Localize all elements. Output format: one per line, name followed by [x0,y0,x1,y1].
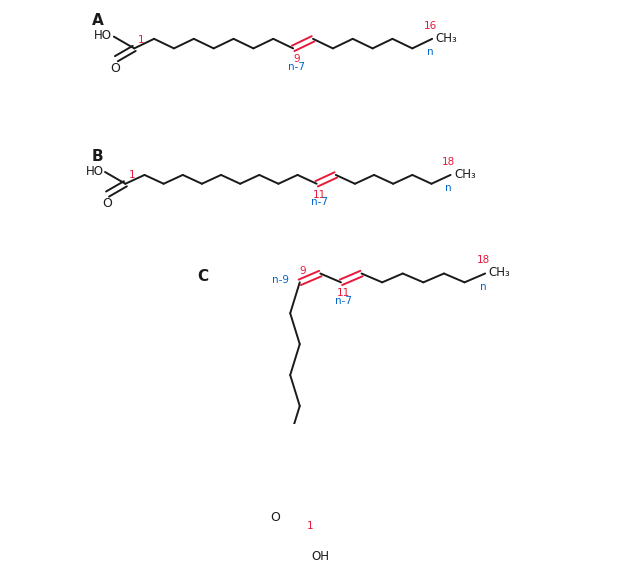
Text: CH₃: CH₃ [436,31,458,45]
Text: B: B [91,149,103,164]
Text: n: n [445,183,452,193]
Text: 11: 11 [337,288,350,298]
Text: 18: 18 [476,256,490,265]
Text: 16: 16 [423,21,436,31]
Text: n-7: n-7 [311,197,328,207]
Text: A: A [91,13,103,28]
Text: HO: HO [86,165,103,178]
Text: O: O [111,62,121,74]
Text: HO: HO [95,29,113,42]
Text: n: n [480,281,486,292]
Text: 11: 11 [313,190,326,200]
Text: 9: 9 [294,54,300,64]
Text: 9: 9 [299,266,306,276]
Text: 1: 1 [307,521,314,531]
Text: OH: OH [312,550,329,563]
Text: n-7: n-7 [335,296,352,305]
Text: 1: 1 [138,35,145,45]
Text: 1: 1 [129,170,136,180]
Text: O: O [270,511,280,523]
Text: O: O [102,197,112,210]
Text: n-7: n-7 [289,62,305,72]
Text: n-9: n-9 [272,275,289,285]
Text: C: C [197,269,208,284]
Text: 18: 18 [442,157,455,167]
Text: n: n [427,47,433,57]
Text: CH₃: CH₃ [489,267,511,279]
Text: CH₃: CH₃ [454,168,476,181]
